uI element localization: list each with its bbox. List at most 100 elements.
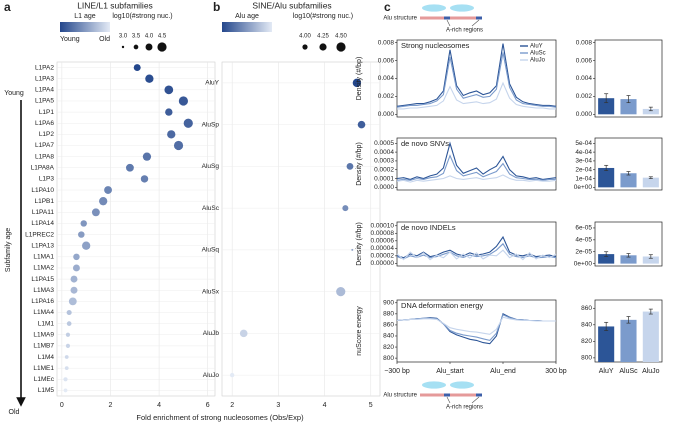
y-axis-label: Subfamily age bbox=[5, 228, 12, 272]
size-legend-label: 3.5 bbox=[132, 34, 141, 40]
dot bbox=[173, 140, 184, 151]
y-tick-label: L1MA1 bbox=[33, 254, 54, 261]
y-tick-label: 0.00002 bbox=[371, 253, 395, 260]
line bbox=[396, 141, 557, 180]
pointer bbox=[471, 396, 480, 404]
dot bbox=[99, 197, 108, 206]
line bbox=[396, 43, 557, 107]
dot bbox=[66, 321, 72, 326]
y-tick-label: L1PA8 bbox=[35, 153, 54, 160]
y-tick-label: 0.0004 bbox=[374, 149, 394, 156]
y-tick-label: L1M4 bbox=[38, 354, 55, 361]
size-legend-label: 4.5 bbox=[158, 34, 167, 40]
x-tick-label: Alu_end bbox=[490, 368, 516, 375]
nucleosome-icon bbox=[450, 381, 474, 389]
y-tick-label: L1PA11 bbox=[32, 209, 55, 216]
y-tick-label: AluSp bbox=[202, 121, 220, 128]
x-tick-label: Alu_start bbox=[436, 368, 464, 375]
dot bbox=[70, 286, 78, 294]
panel-label: a bbox=[4, 0, 11, 14]
y-tick-label: L1MB7 bbox=[33, 343, 54, 350]
dot bbox=[104, 186, 112, 194]
dot bbox=[63, 388, 68, 393]
y-tick-label: 0.006 bbox=[576, 57, 593, 64]
plot-area bbox=[221, 61, 381, 397]
y-tick-label: L1P1 bbox=[39, 109, 55, 116]
color-legend-label: Old bbox=[99, 36, 110, 43]
bar bbox=[642, 256, 659, 264]
panel-title: LINE/L1 subfamilies bbox=[77, 0, 153, 10]
y-tick-label: L1MA9 bbox=[33, 331, 54, 338]
dot bbox=[140, 175, 149, 183]
x-axis-label: Fold enrichment of strong nucleosomes (O… bbox=[136, 413, 304, 422]
y-tick-label: L1PA2 bbox=[35, 64, 54, 71]
y-tick-label: 0e+00 bbox=[574, 184, 593, 191]
y-tick-label: L1MA2 bbox=[33, 265, 54, 272]
y-tick-label: 0.0000 bbox=[374, 184, 394, 191]
plot-title: Strong nucleosomes bbox=[401, 41, 470, 50]
dot bbox=[167, 130, 176, 139]
bar bbox=[620, 173, 637, 188]
bar bbox=[598, 326, 615, 362]
y-tick-label: 2e-05 bbox=[575, 248, 592, 255]
y-tick-label: 0.00004 bbox=[371, 245, 395, 252]
diagram-label: A-rich regions bbox=[446, 405, 483, 411]
size-legend-dot bbox=[145, 43, 153, 51]
dot bbox=[82, 241, 91, 250]
legend-label: AluSc bbox=[530, 51, 546, 57]
size-legend-dot bbox=[157, 42, 167, 52]
y-tick-label: 0.00010 bbox=[371, 222, 395, 229]
y-tick-label: L1PA6 bbox=[35, 120, 54, 127]
y-tick-label: L1PA5 bbox=[35, 98, 54, 105]
dot bbox=[91, 208, 100, 217]
line bbox=[396, 249, 557, 261]
y-tick-label: 0.006 bbox=[378, 57, 395, 64]
x-tick-label: 4 bbox=[157, 402, 161, 409]
bar bbox=[598, 98, 615, 115]
dot bbox=[239, 329, 248, 338]
y-tick-label: 860 bbox=[383, 322, 394, 329]
dot bbox=[145, 74, 154, 83]
color-bar bbox=[222, 22, 272, 32]
dot bbox=[342, 205, 349, 212]
y-tick-label: 820 bbox=[383, 344, 394, 351]
y-tick-label: 0.000 bbox=[576, 111, 593, 118]
y-axis-label: Density (#/bp) bbox=[356, 222, 363, 266]
pointer bbox=[446, 396, 451, 404]
bar bbox=[620, 255, 637, 264]
dot bbox=[65, 332, 71, 337]
y-tick-label: 0.000 bbox=[378, 111, 395, 118]
y-tick-label: 0.0002 bbox=[374, 166, 394, 173]
legend-label: AluY bbox=[530, 44, 543, 50]
size-legend-label: 4.50 bbox=[335, 34, 347, 40]
y-tick-label: 2e-04 bbox=[575, 166, 592, 173]
y-tick-label: AluJb bbox=[203, 330, 220, 337]
y-tick-label: AluSc bbox=[202, 205, 220, 212]
legend-label: AluJo bbox=[530, 58, 546, 64]
size-legend-title: log10(#strong nuc.) bbox=[293, 13, 353, 20]
dot bbox=[73, 253, 80, 261]
y-tick-label: 880 bbox=[383, 311, 394, 318]
y-tick-label: AluSx bbox=[202, 288, 220, 295]
pointer bbox=[446, 19, 451, 27]
bar bbox=[642, 108, 659, 115]
dot bbox=[78, 231, 85, 238]
panel-title: SINE/Alu subfamilies bbox=[252, 0, 331, 10]
y-tick-label: 0.00000 bbox=[371, 260, 395, 267]
y-tick-label: 4e-05 bbox=[575, 237, 592, 244]
x-tick-label: 300 bp bbox=[545, 368, 567, 375]
x-tick-label: AluJo bbox=[642, 368, 660, 375]
x-tick-label: 4 bbox=[323, 402, 327, 409]
size-legend-dot bbox=[319, 43, 327, 51]
plot-title: de novo SNVs bbox=[401, 139, 449, 148]
x-tick-label: 2 bbox=[109, 402, 113, 409]
dot bbox=[64, 355, 69, 359]
dot bbox=[72, 264, 80, 272]
dot bbox=[66, 309, 72, 316]
size-legend-label: 3.0 bbox=[119, 34, 128, 40]
size-legend-dot bbox=[133, 44, 139, 50]
y-tick-label: 840 bbox=[581, 322, 592, 329]
diagram-label: A-rich regions bbox=[446, 28, 483, 34]
y-tick-label: L1MA4 bbox=[33, 309, 54, 316]
